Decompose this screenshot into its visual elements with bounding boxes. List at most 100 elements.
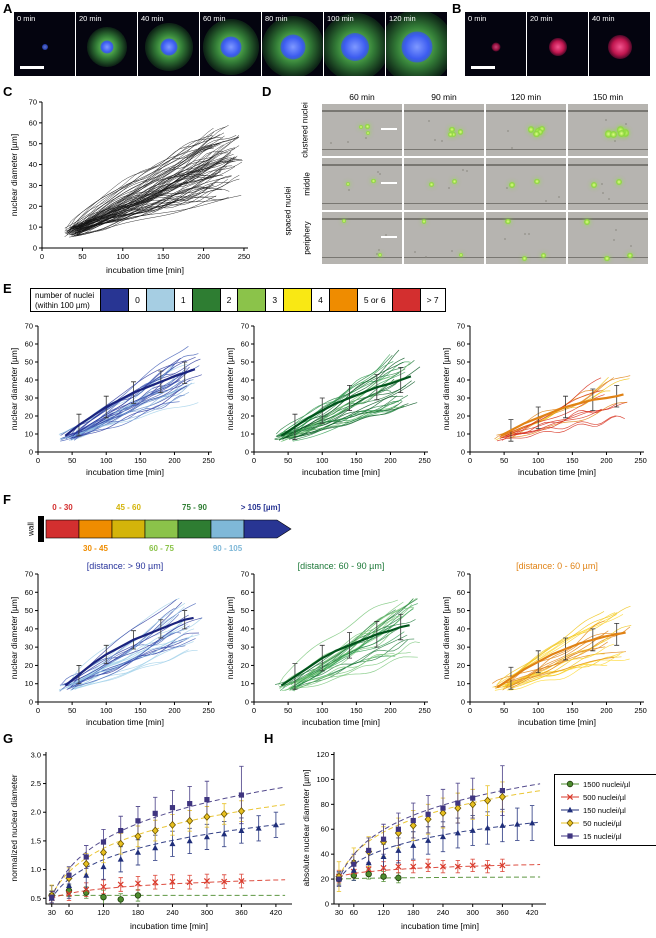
svg-text:50: 50	[284, 456, 292, 465]
panel-d-grid	[322, 104, 648, 264]
svg-text:180: 180	[407, 908, 420, 917]
nucleus-dot	[605, 130, 613, 138]
svg-text:1.5: 1.5	[31, 836, 41, 845]
svg-text:20: 20	[321, 875, 329, 884]
h-legend-marker-triangle	[561, 806, 579, 813]
svg-text:40: 40	[241, 376, 249, 385]
e-legend-label-5: 5 or 6	[363, 295, 386, 305]
svg-text:20: 20	[241, 412, 249, 421]
panel-a-strip: 0 min 20 min 40 min 60 min 80 min 100 min 120 …	[14, 12, 447, 76]
debris-speck	[612, 239, 615, 241]
debris-speck	[433, 138, 436, 141]
h-legend-marker-square	[561, 833, 579, 839]
svg-text:200: 200	[168, 706, 181, 715]
scale-bar	[471, 66, 495, 69]
svg-text:240: 240	[166, 908, 179, 917]
svg-text:60: 60	[321, 825, 329, 834]
nucleus-dot	[604, 255, 610, 262]
svg-text:0: 0	[245, 698, 249, 707]
nucleus	[491, 42, 500, 52]
svg-text:60: 60	[65, 908, 73, 917]
nucleus-dot	[365, 130, 371, 136]
channel-wall	[486, 148, 566, 150]
debris-speck	[613, 140, 616, 143]
svg-text:30: 30	[241, 394, 249, 403]
svg-text:[distance: 60 - 90 µm]: [distance: 60 - 90 µm]	[298, 561, 385, 571]
svg-text:normalized nuclear diameter: normalized nuclear diameter	[9, 774, 19, 881]
e-legend-title-line1: number of nuclei	[35, 291, 95, 301]
panel-d-image-r2c3	[568, 212, 648, 264]
svg-text:50: 50	[78, 252, 86, 261]
nucleus-dot	[537, 128, 544, 136]
panel-d-image-r0c1	[404, 104, 484, 156]
svg-text:40: 40	[25, 624, 33, 633]
svg-text:20: 20	[457, 661, 465, 670]
svg-text:20: 20	[25, 412, 33, 421]
nucleus-dot	[584, 219, 591, 226]
svg-text:150: 150	[157, 252, 170, 261]
debris-speck	[377, 249, 380, 252]
panel-d-image-r1c3	[568, 158, 648, 210]
nucleus-dot	[449, 126, 455, 132]
svg-text:100: 100	[117, 252, 130, 261]
svg-text:360: 360	[496, 908, 509, 917]
channel-wall	[322, 202, 402, 204]
panel-h-chart: 30 60 120 180 240 300 360 420 0 20 40 60 80 100 120 inc…	[301, 750, 546, 931]
svg-text:nuclear diameter [µm]: nuclear diameter [µm]	[225, 348, 235, 430]
svg-text:0: 0	[468, 706, 472, 715]
scale-bar	[381, 182, 397, 184]
h-legend-label: 150 nuclei/µl	[583, 805, 626, 815]
svg-text:absolute nuclear diameter [µm]: absolute nuclear diameter [µm]	[301, 770, 311, 887]
panel-a-image-1: 20 min	[76, 12, 137, 76]
svg-text:30: 30	[241, 643, 249, 652]
svg-text:3.0: 3.0	[31, 750, 41, 759]
svg-text:0: 0	[252, 456, 256, 465]
svg-text:0: 0	[325, 900, 329, 909]
svg-text:360: 360	[235, 908, 248, 917]
image-time-label: 0 min	[17, 14, 36, 23]
svg-text:250: 250	[418, 706, 431, 715]
h-legend-label: 1500 nuclei/µl	[583, 779, 631, 789]
e-legend-label-4: 4	[318, 295, 323, 305]
debris-speck	[601, 183, 604, 186]
image-time-label: 40 min	[592, 14, 615, 23]
panel-d-label: D	[262, 84, 272, 99]
panel-b-image-2: 40 min	[589, 12, 650, 76]
debris-speck	[346, 141, 349, 144]
f-distance-label-1: 30 - 45	[83, 544, 108, 553]
svg-text:20: 20	[457, 412, 465, 421]
svg-text:2.0: 2.0	[31, 808, 41, 817]
panel-e-chart-orange: 0 50 100 150 200 250 0 10 20 30 40 50 60 70 incubation…	[441, 322, 647, 478]
nucleus	[41, 43, 48, 50]
h-legend-marker-x	[561, 793, 579, 801]
panel-c-label: C	[3, 84, 13, 99]
svg-text:60: 60	[350, 908, 358, 917]
channel-wall	[404, 256, 484, 258]
svg-text:100: 100	[316, 706, 329, 715]
d-row-label-clustered: clustered nuclei	[300, 102, 310, 158]
svg-text:70: 70	[29, 98, 37, 107]
d-col-header: 120 min	[510, 92, 542, 102]
svg-text:0: 0	[461, 698, 465, 707]
nucleus-dot	[358, 124, 364, 130]
d-col-header: 90 min	[431, 92, 457, 102]
channel-wall	[486, 110, 566, 112]
image-time-label: 40 min	[141, 14, 164, 23]
debris-speck	[450, 250, 453, 253]
svg-text:40: 40	[25, 376, 33, 385]
svg-text:[distance: 0 - 60 µm]: [distance: 0 - 60 µm]	[516, 561, 598, 571]
panel-e-label: E	[3, 281, 12, 296]
svg-text:100: 100	[100, 456, 113, 465]
debris-speck	[428, 120, 431, 123]
panel-b-label: B	[452, 1, 462, 16]
svg-text:70: 70	[241, 570, 249, 579]
channel-wall	[404, 110, 484, 112]
svg-text:60: 60	[457, 588, 465, 597]
svg-text:40: 40	[241, 624, 249, 633]
svg-text:40: 40	[457, 376, 465, 385]
svg-text:0: 0	[245, 448, 249, 457]
panel-h-label: H	[264, 731, 274, 746]
channel-wall	[404, 164, 484, 166]
channel-wall	[568, 218, 648, 220]
svg-text:60: 60	[25, 340, 33, 349]
